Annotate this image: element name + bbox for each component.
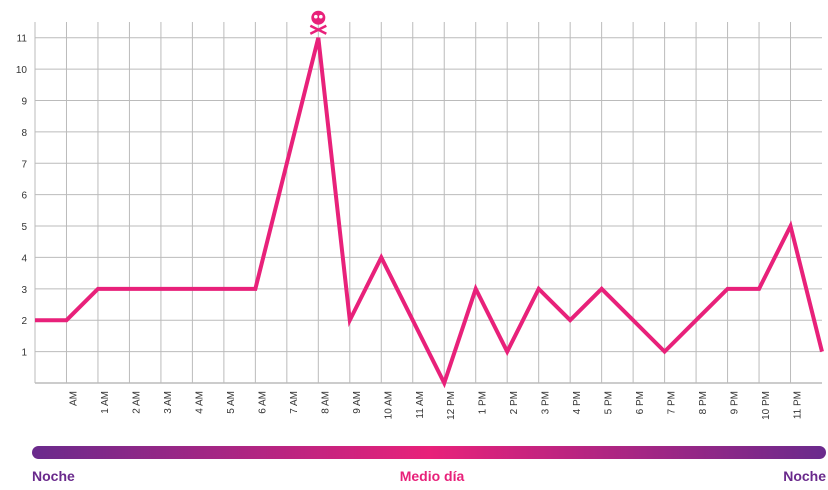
x-tick-label: 5 PM xyxy=(604,391,615,414)
y-tick-label: 4 xyxy=(21,253,27,264)
y-tick-label: 6 xyxy=(21,191,27,202)
y-tick-label: 9 xyxy=(21,96,27,107)
x-tick-label: 10 PM xyxy=(761,391,772,420)
x-tick-label: 8 AM xyxy=(320,391,331,414)
x-tick-label: 12 PM xyxy=(446,391,457,420)
x-tick-label: 2 AM xyxy=(131,391,142,414)
x-tick-label: 8 PM xyxy=(698,391,709,414)
x-tick-label: 1 PM xyxy=(478,391,489,414)
x-tick-label: 11 PM xyxy=(793,391,804,419)
y-tick-label: 2 xyxy=(21,316,27,327)
x-tick-label: 4 AM xyxy=(194,391,205,414)
x-tick-label: 11 AM xyxy=(415,391,426,419)
line-series xyxy=(35,37,824,389)
x-tick-label: 6 AM xyxy=(257,391,268,414)
skull-icon xyxy=(311,10,326,25)
x-tick-label: 10 AM xyxy=(383,391,394,419)
x-tick-label: 5 AM xyxy=(226,391,237,414)
x-tick-label: 7 PM xyxy=(667,391,678,414)
center-label: Medio día xyxy=(400,468,465,484)
y-tick-label: 1 xyxy=(21,348,27,359)
x-tick-label: 9 AM xyxy=(352,391,363,414)
y-tick-label: 8 xyxy=(21,128,27,139)
left-label: Noche xyxy=(32,468,75,484)
right-label: Noche xyxy=(783,468,826,484)
skull-eye xyxy=(314,14,318,19)
x-tick-label: AM xyxy=(68,391,79,406)
y-tick-label: 11 xyxy=(17,34,28,45)
x-tick-label: 9 PM xyxy=(730,391,741,414)
y-tick-label: 7 xyxy=(21,159,27,170)
x-tick-label: 1 AM xyxy=(100,391,111,414)
x-tick-label: 2 PM xyxy=(509,391,520,414)
skull-eye xyxy=(319,14,323,19)
x-tick-label: 6 PM xyxy=(635,391,646,414)
x-tick-label: 3 PM xyxy=(541,391,552,414)
crossbones xyxy=(309,24,327,35)
y-tick-label: 10 xyxy=(16,65,28,76)
x-tick-label: 7 AM xyxy=(289,391,300,414)
y-tick-label: 5 xyxy=(21,222,27,233)
x-tick-label: 4 PM xyxy=(572,391,583,414)
y-tick-label: 3 xyxy=(21,285,27,296)
x-tick-label: 3 AM xyxy=(163,391,174,414)
time-gradient-bar xyxy=(32,446,826,459)
